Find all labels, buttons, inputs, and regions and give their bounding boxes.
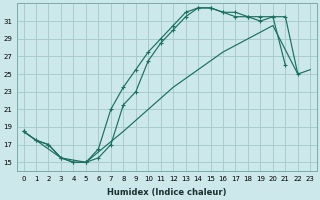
X-axis label: Humidex (Indice chaleur): Humidex (Indice chaleur): [107, 188, 227, 197]
